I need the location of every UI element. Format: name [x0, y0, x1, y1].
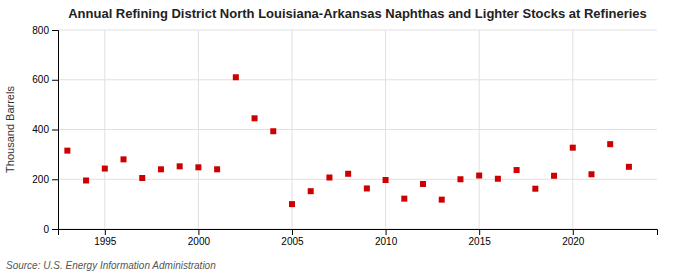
- y-axis-title: Thousand Barrels: [4, 86, 16, 173]
- y-axis: 0 200 400 600 800: [32, 25, 58, 235]
- y-tick-label: 200: [32, 174, 49, 185]
- y-grid-line: [58, 179, 657, 180]
- y-grid-line: [58, 79, 657, 80]
- point: [457, 176, 463, 182]
- point: [102, 166, 108, 172]
- grid: [58, 30, 657, 229]
- x-grid-line: [572, 30, 573, 229]
- point: [570, 145, 576, 151]
- point: [308, 188, 314, 194]
- x-grid-line: [385, 30, 386, 229]
- point: [345, 171, 351, 177]
- point: [121, 156, 127, 162]
- x-tick-label: 2010: [375, 236, 398, 247]
- point: [383, 177, 389, 183]
- x-tick: 2015: [469, 229, 492, 247]
- x-tick-label: 1995: [94, 236, 117, 247]
- point: [195, 164, 201, 170]
- point: [177, 163, 183, 169]
- y-tick: 0: [43, 224, 58, 235]
- point: [514, 167, 520, 173]
- point: [252, 115, 258, 121]
- title: Annual Refining District North Louisiana…: [68, 6, 647, 21]
- x-tick: 2000: [188, 229, 211, 247]
- point: [326, 175, 332, 181]
- y-grid-line: [58, 129, 657, 130]
- y-tick-label: 600: [32, 74, 49, 85]
- x-tick-label: 2000: [188, 236, 211, 247]
- x-tick: 1995: [94, 229, 117, 247]
- point: [401, 196, 407, 202]
- y-tick-label: 0: [43, 224, 49, 235]
- x-grid-line: [198, 30, 199, 229]
- point: [364, 185, 370, 191]
- y-grid-line: [58, 30, 657, 31]
- y-tick-mark: [52, 179, 58, 180]
- y-tick: 200: [32, 174, 58, 185]
- y-tick-mark: [52, 80, 58, 81]
- x-tick-mark: [292, 229, 293, 235]
- x-tick-label: 2005: [281, 236, 304, 247]
- y-tick-label: 400: [32, 124, 49, 135]
- y-tick: 800: [32, 25, 58, 36]
- point: [607, 141, 613, 147]
- x-tick-mark: [198, 229, 199, 235]
- point: [289, 201, 295, 207]
- point: [495, 176, 501, 182]
- x-tick: 2020: [562, 229, 585, 247]
- plot: 1995 2000 2005 2010 2015 2020 0 200 400 600 800: [32, 25, 657, 247]
- point: [532, 186, 538, 192]
- y-tick: 400: [32, 124, 58, 135]
- x-grid-line: [479, 30, 480, 229]
- point: [214, 166, 220, 172]
- x-tick: 2010: [375, 229, 398, 247]
- points: [64, 74, 632, 207]
- x-tick-mark: [105, 229, 106, 235]
- x-grid-line: [291, 30, 292, 229]
- point: [83, 177, 89, 183]
- y-tick-mark: [52, 130, 58, 131]
- x-axis-line: [59, 230, 658, 236]
- x-grid-line: [104, 30, 105, 229]
- point: [439, 197, 445, 203]
- x-tick-mark: [386, 229, 387, 235]
- point: [420, 181, 426, 187]
- point: [233, 74, 239, 80]
- point: [588, 171, 594, 177]
- source-note: Source: U.S. Energy Information Administ…: [6, 260, 216, 271]
- point: [158, 166, 164, 172]
- point: [64, 148, 70, 154]
- point: [476, 173, 482, 179]
- y-tick-mark: [52, 229, 58, 230]
- y-axis-line: [52, 31, 59, 230]
- x-tick: 2005: [281, 229, 304, 247]
- point: [626, 164, 632, 170]
- x-tick-label: 2015: [469, 236, 492, 247]
- point: [270, 128, 276, 134]
- x-tick-mark: [479, 229, 480, 235]
- point: [551, 173, 557, 179]
- x-axis: 1995 2000 2005 2010 2015 2020: [59, 229, 658, 247]
- y-tick-label: 800: [32, 25, 49, 36]
- point: [139, 175, 145, 181]
- chart: 1995 2000 2005 2010 2015 2020 0 200 400 600 800 Ann…: [0, 0, 675, 275]
- y-tick-mark: [52, 30, 58, 31]
- x-tick-mark: [573, 229, 574, 235]
- x-tick-label: 2020: [562, 236, 585, 247]
- y-tick: 600: [32, 74, 58, 85]
